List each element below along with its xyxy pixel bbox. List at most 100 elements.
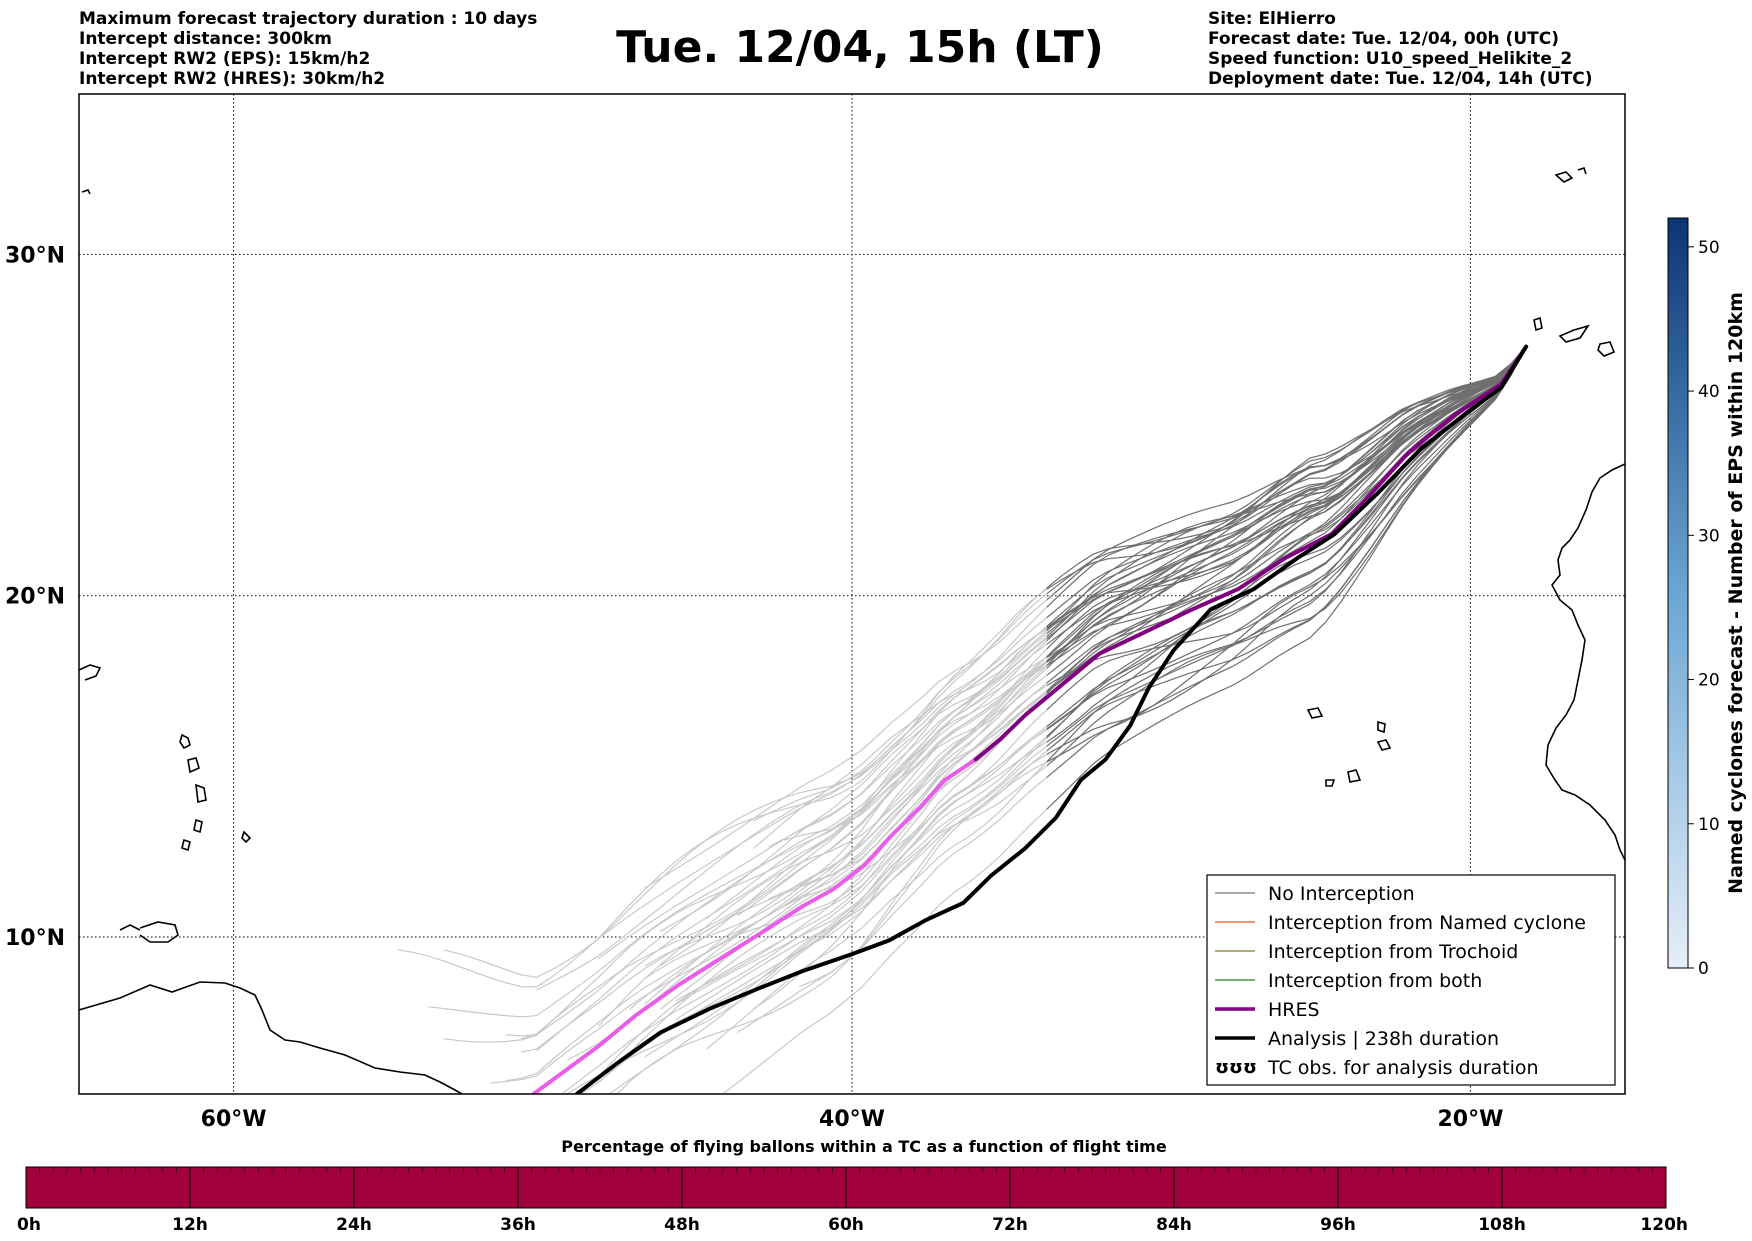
eps-trajectory	[1046, 346, 1527, 632]
coast-cape-verde-1	[1306, 707, 1324, 719]
colorbar-bottom-tick-label: 36h	[500, 1215, 536, 1235]
colorbar-bottom-tick-label: 108h	[1478, 1215, 1526, 1235]
lat-label: 20°N	[5, 585, 65, 610]
colorbar-bottom-tick-label: 0h	[17, 1215, 41, 1235]
colorbar-bottom: Percentage of flying ballons within a TC…	[17, 1137, 1688, 1235]
lat-label: 10°N	[5, 926, 65, 951]
eps-trajectory	[1046, 346, 1527, 695]
coast-lesser-antilles-2	[187, 757, 200, 774]
eps-trajectory-faded	[397, 588, 1048, 988]
colorbar-right-label: Named cyclones forecast - Number of EPS …	[1725, 292, 1747, 894]
eps-trajectory	[1046, 346, 1527, 659]
eps-trajectory-faded	[505, 674, 1048, 1082]
colorbar-right-tick-label: 10	[1698, 815, 1720, 835]
header-intercept-distance: Intercept distance: 300km	[79, 29, 332, 49]
coast-cape-verde-4	[1347, 769, 1362, 783]
eps-trajectory	[1046, 346, 1527, 693]
eps-trajectory	[1046, 346, 1527, 630]
eps-trajectory-faded	[752, 593, 1048, 822]
header-max-duration: Maximum forecast trajectory duration : 1…	[79, 9, 538, 29]
eps-trajectory-faded	[799, 753, 1048, 988]
eps-trajectory-faded	[521, 660, 1048, 1053]
eps-trajectory	[1046, 346, 1527, 590]
eps-trajectory	[1046, 346, 1527, 693]
eps-trajectory-faded	[706, 761, 1048, 1050]
eps-trajectory-faded	[443, 587, 1048, 978]
longitude-labels: 60°W 40°W 20°W	[201, 1107, 1504, 1132]
hres-trajectory	[973, 344, 1529, 762]
eps-trajectory-faded	[490, 691, 1048, 1084]
colorbar-bottom-tick-label: 24h	[336, 1215, 372, 1235]
analysis-trajectory	[574, 344, 1529, 1094]
coast-madeira	[1554, 171, 1574, 183]
coast-lesser-antilles-3	[195, 783, 207, 803]
eps-trajectory-faded	[644, 599, 1048, 889]
eps-trajectory-faded	[737, 776, 1048, 1034]
tc-obs-icon: ʊʊʊ	[1215, 1057, 1257, 1078]
eps-trajectory	[1046, 346, 1527, 662]
legend-box	[1206, 874, 1616, 1086]
eps-trajectories-light	[397, 587, 1048, 1094]
coast-lesser-antilles-4	[193, 818, 203, 834]
legend-label: TC obs. for analysis duration	[1267, 1057, 1539, 1079]
coastlines	[79, 166, 1625, 1094]
latitude-labels: 30°N 20°N 10°N	[5, 243, 65, 951]
eps-trajectory	[1046, 346, 1527, 763]
lon-label: 40°W	[819, 1107, 885, 1132]
header-intercept-eps: Intercept RW2 (EPS): 15km/h2	[79, 49, 371, 69]
eps-trajectory-faded	[428, 643, 1048, 1018]
eps-trajectory-faded	[580, 745, 1048, 1094]
eps-trajectory-faded	[443, 628, 1048, 1043]
legend-label: HRES	[1268, 999, 1320, 1021]
eps-trajectory-faded	[644, 657, 1048, 967]
legend-label: Interception from Trochoid	[1268, 941, 1518, 963]
eps-trajectory	[1046, 346, 1527, 692]
colorbar-bottom-tick-label: 48h	[664, 1215, 700, 1235]
coast-canary-1	[1533, 316, 1543, 332]
eps-trajectory-faded	[675, 750, 1048, 1021]
eps-trajectory-faded	[660, 636, 1048, 932]
colorbar-bottom-tick-label: 12h	[172, 1215, 208, 1235]
eps-trajectory	[1046, 346, 1527, 684]
eps-trajectory-faded	[768, 661, 1048, 900]
coast-lesser-antilles-1	[179, 733, 191, 750]
colorbar-right-tick-label: 20	[1698, 671, 1720, 691]
eps-trajectory	[1046, 346, 1527, 727]
coast-azores-trace	[1577, 166, 1587, 175]
coast-west-africa	[1545, 463, 1625, 861]
coast-cuba-hispaniola-north	[79, 664, 102, 681]
eps-trajectory-faded	[536, 606, 1048, 991]
hres-trajectory-faded	[531, 757, 978, 1094]
eps-trajectory-faded	[616, 761, 1048, 1094]
eps-trajectory	[1046, 346, 1527, 739]
lon-label: 60°W	[201, 1107, 267, 1132]
coast-canary-3	[1597, 341, 1616, 357]
eps-trajectory-faded	[675, 691, 1048, 1002]
coast-trinidad	[139, 921, 179, 943]
coast-cape-verde-2	[1377, 720, 1386, 734]
eps-trajectory-faded	[608, 737, 1048, 1094]
header-intercept-hres: Intercept RW2 (HRES): 30km/h2	[79, 69, 386, 89]
eps-trajectory-faded	[644, 735, 1048, 1058]
colorbar-bottom-tick-label: 60h	[828, 1215, 864, 1235]
eps-trajectory-faded	[521, 660, 1048, 1040]
eps-trajectory-faded	[598, 617, 1048, 939]
lat-label: 30°N	[5, 243, 65, 268]
colorbar-bottom-tick-label: 96h	[1320, 1215, 1356, 1235]
map-frame-group: 30°N 20°N 10°N 60°W 40°W 20°W	[5, 93, 1626, 1132]
eps-trajectory-faded	[783, 626, 1048, 841]
legend-label: Analysis | 238h duration	[1268, 1028, 1499, 1050]
eps-trajectory	[1046, 346, 1527, 619]
coast-cape-verde-3	[1376, 739, 1392, 751]
eps-trajectory	[1046, 346, 1527, 638]
eps-trajectory	[1046, 346, 1527, 763]
legend: No Interception Interception from Named c…	[1206, 874, 1616, 1086]
eps-trajectory	[1046, 346, 1527, 635]
coast-lesser-antilles-5	[181, 838, 191, 852]
coast-venezuela-gulf	[119, 924, 141, 931]
eps-trajectory-faded	[768, 627, 1048, 848]
header-forecast-date: Forecast date: Tue. 12/04, 00h (UTC)	[1208, 29, 1559, 49]
eps-trajectory	[1046, 346, 1527, 663]
colorbar-bottom-tick-label: 84h	[1156, 1215, 1192, 1235]
colorbar-right-tick-label: 0	[1698, 959, 1709, 979]
